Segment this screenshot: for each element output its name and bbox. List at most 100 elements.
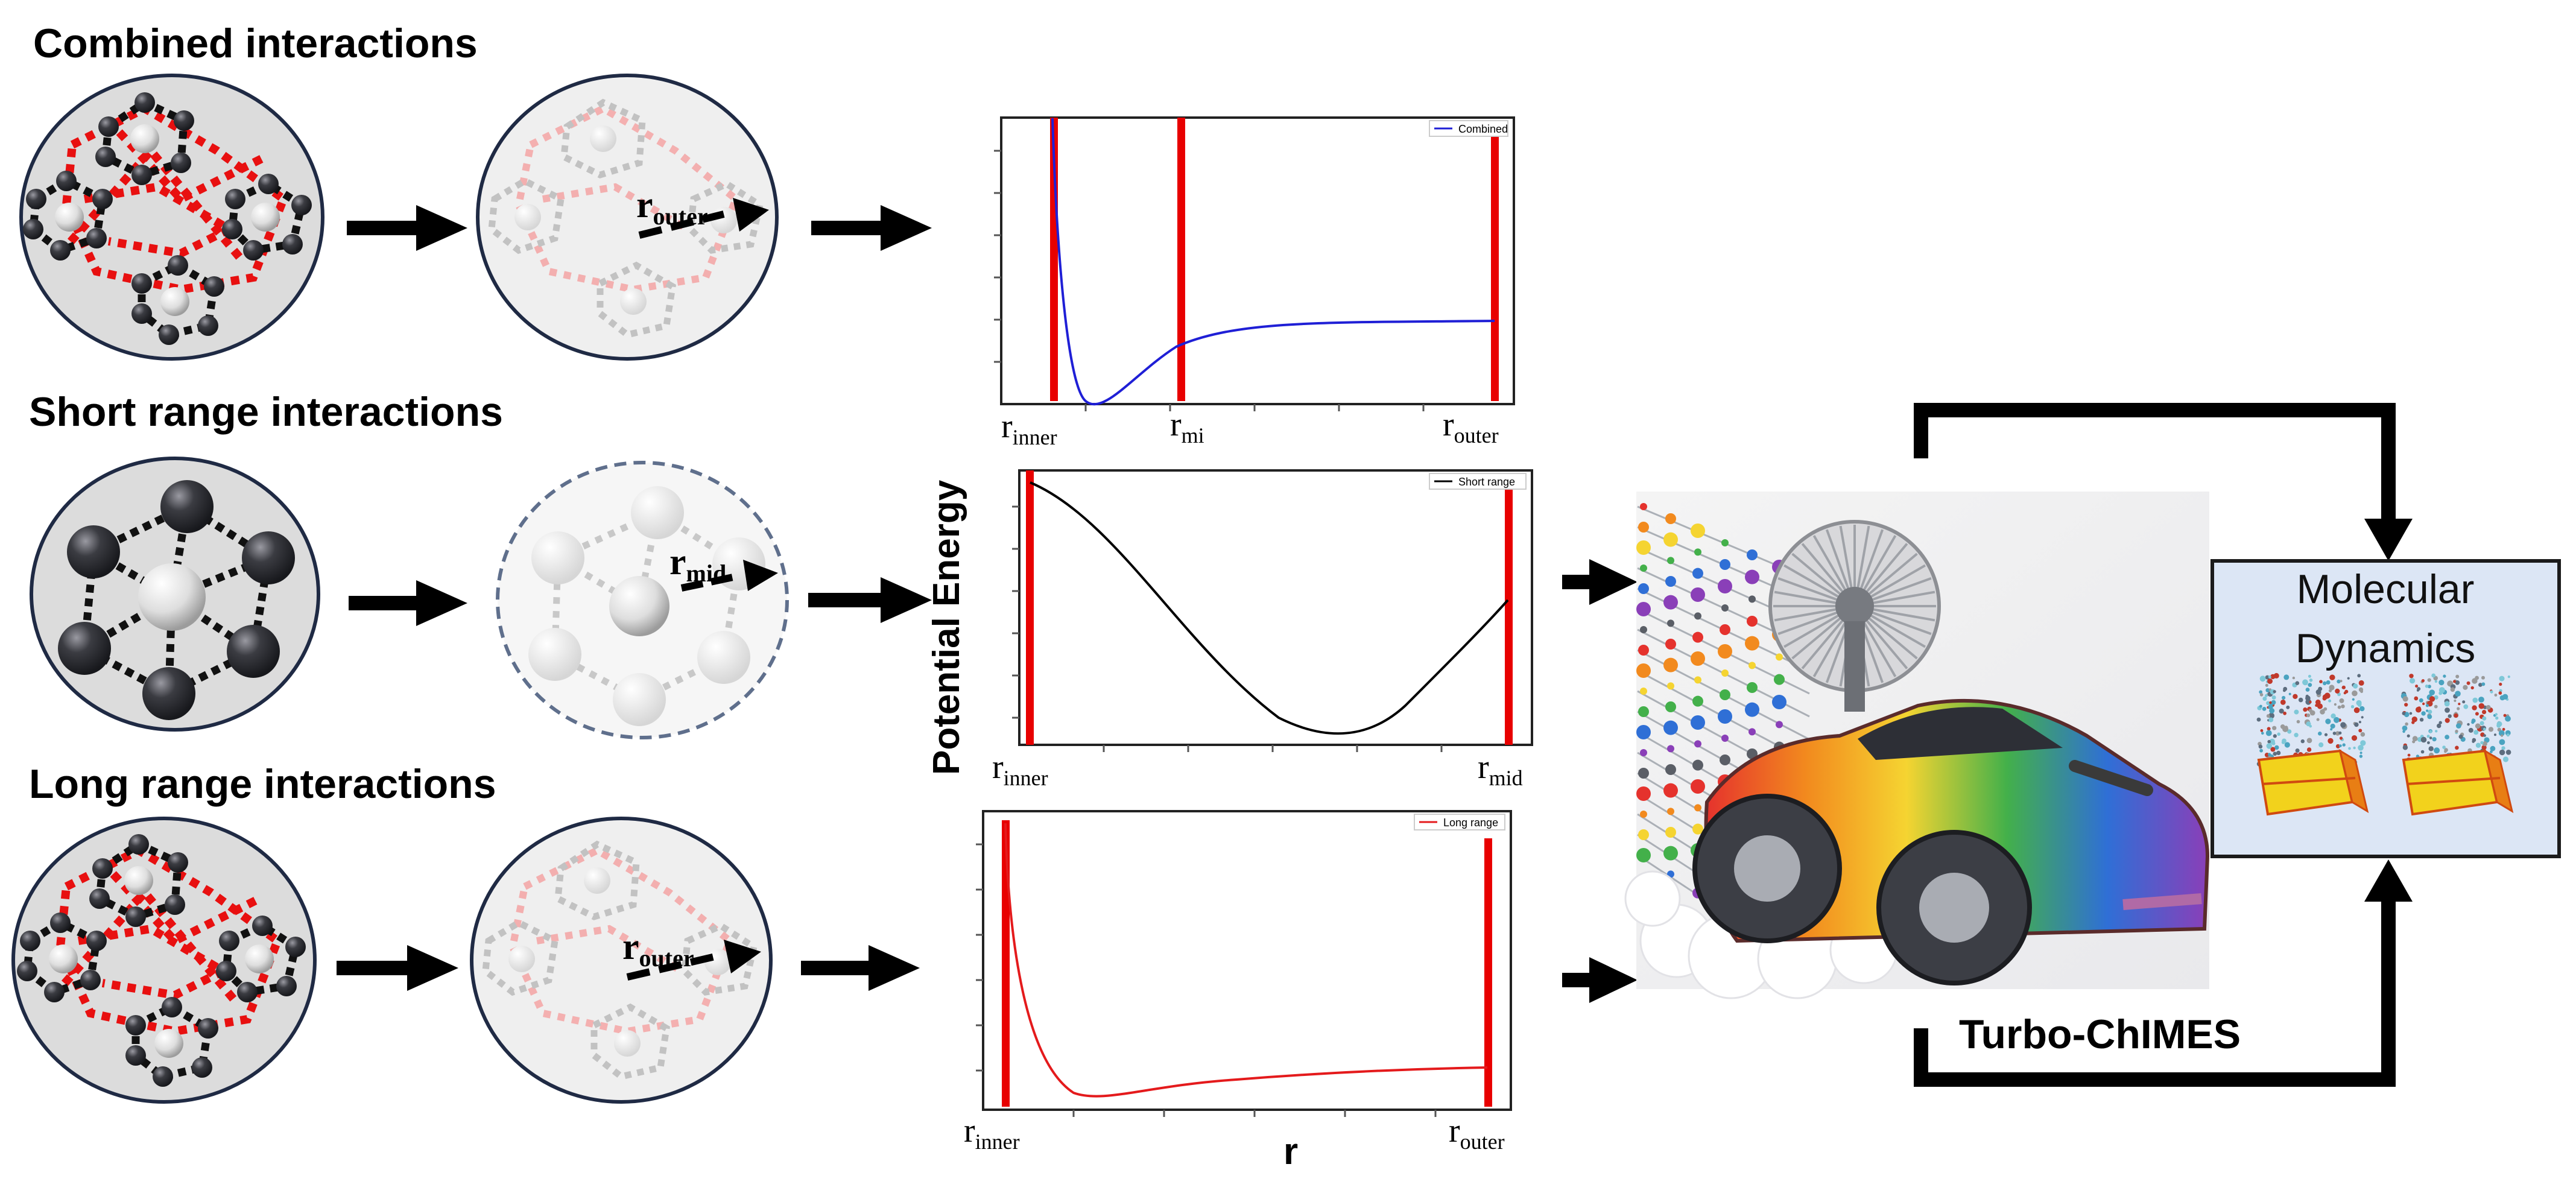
md-atom (2282, 738, 2286, 744)
tick-label-mid-short: rmid (1478, 748, 1523, 790)
md-atom (2298, 697, 2303, 703)
md-atom (2359, 706, 2365, 712)
bead (1748, 728, 1756, 736)
bead (1665, 513, 1676, 524)
bead (1747, 616, 1758, 627)
md-atom (2352, 690, 2358, 697)
md-atom (2292, 676, 2296, 680)
md-atom (2422, 702, 2425, 706)
md-atom (2330, 728, 2333, 731)
product-name: Turbo-ChIMES (1959, 1011, 2241, 1057)
plot-combined: Combined rinner rmi router (994, 116, 1515, 449)
md-atom (2342, 743, 2346, 747)
bead (1636, 602, 1651, 616)
md-atom (2271, 741, 2276, 745)
md-atom (2319, 680, 2323, 683)
md-atom (2466, 681, 2470, 685)
long-full-circle (11, 817, 317, 1104)
md-atom (2445, 718, 2450, 723)
cutoff-label-outer-long: router (622, 926, 694, 972)
bead (1640, 565, 1647, 572)
md-atom (2338, 744, 2342, 747)
md-atom (2499, 675, 2505, 682)
tick-label-inner-long: rinner (964, 1112, 1020, 1154)
md-atom (2420, 750, 2425, 754)
md-atom (2305, 688, 2310, 692)
long-cutoff-circle: router (470, 817, 773, 1104)
loop-top-arrowhead (2364, 519, 2413, 561)
md-atom (2456, 723, 2461, 729)
md-atom (2502, 756, 2509, 762)
md-atom (2309, 700, 2312, 704)
bead (1718, 644, 1732, 659)
md-atom (2293, 694, 2298, 700)
bead (1667, 682, 1674, 690)
md-atom (2415, 685, 2419, 688)
md-atom (2478, 697, 2484, 703)
md-atom (2429, 696, 2435, 702)
tick-label-inner-short: rinner (992, 748, 1048, 790)
md-atom (2405, 722, 2408, 726)
md-atom (2269, 708, 2275, 713)
md-atom (2483, 727, 2486, 731)
md-atom (2351, 735, 2358, 741)
md-atom (2481, 682, 2486, 686)
md-atom (2340, 722, 2346, 728)
md-atom (2463, 704, 2469, 709)
md-atom (2335, 688, 2340, 694)
md-atom (2306, 713, 2311, 718)
tick-label-outer-combined: router (1443, 406, 1499, 448)
bead (1691, 779, 1705, 794)
md-atom (2340, 680, 2343, 683)
md-atom (2315, 699, 2321, 705)
bead (1694, 676, 1701, 684)
bead (1636, 786, 1651, 801)
arrow-into-car-top-head (1589, 559, 1638, 605)
md-atom (2308, 674, 2311, 678)
md-atom (2443, 674, 2446, 678)
md-atom (2442, 745, 2446, 749)
molecular-dynamics-box: Molecular Dynamics (2210, 559, 2561, 858)
md-atom (2284, 742, 2290, 748)
bead (1636, 663, 1651, 678)
md-atom (2499, 739, 2505, 745)
md-atom (2262, 697, 2267, 701)
md-atom (2259, 704, 2262, 708)
bead (1667, 557, 1674, 565)
section-title-combined: Combined interactions (33, 21, 478, 66)
md-atom (2343, 691, 2347, 695)
md-atom (2486, 705, 2491, 710)
md-atom (2261, 732, 2264, 735)
md-atom (2425, 704, 2429, 707)
md-atom (2269, 701, 2272, 704)
curve-short (1030, 481, 1509, 735)
md-atom (2481, 745, 2487, 750)
md-atom (2407, 753, 2411, 757)
bead (1665, 639, 1676, 650)
legend-short: Short range (1458, 476, 1515, 488)
md-atom (2455, 729, 2458, 733)
md-atom (2473, 730, 2479, 735)
md-atom (2331, 713, 2336, 719)
md-atom (2478, 683, 2483, 687)
md-atom (2324, 692, 2331, 699)
md-atom (2329, 674, 2335, 680)
md-atom (2499, 695, 2505, 701)
bead (1776, 653, 1783, 661)
bead (1718, 579, 1732, 593)
bead (1720, 559, 1730, 570)
bead (1692, 631, 1703, 643)
md-atom (2434, 704, 2438, 709)
bead (1636, 848, 1651, 862)
md-atom (2266, 714, 2271, 718)
turbo-chimes-car-illustration (1624, 492, 2210, 999)
bead (1745, 636, 1759, 651)
bead (1747, 682, 1758, 693)
md-atom (2350, 705, 2355, 709)
legend-combined: Combined (1458, 123, 1508, 135)
md-atom (2429, 736, 2432, 739)
md-atom (2318, 686, 2323, 691)
cutoff-label-outer-combined: router (636, 185, 708, 230)
md-atom (2323, 681, 2327, 686)
md-atom (2417, 706, 2421, 710)
